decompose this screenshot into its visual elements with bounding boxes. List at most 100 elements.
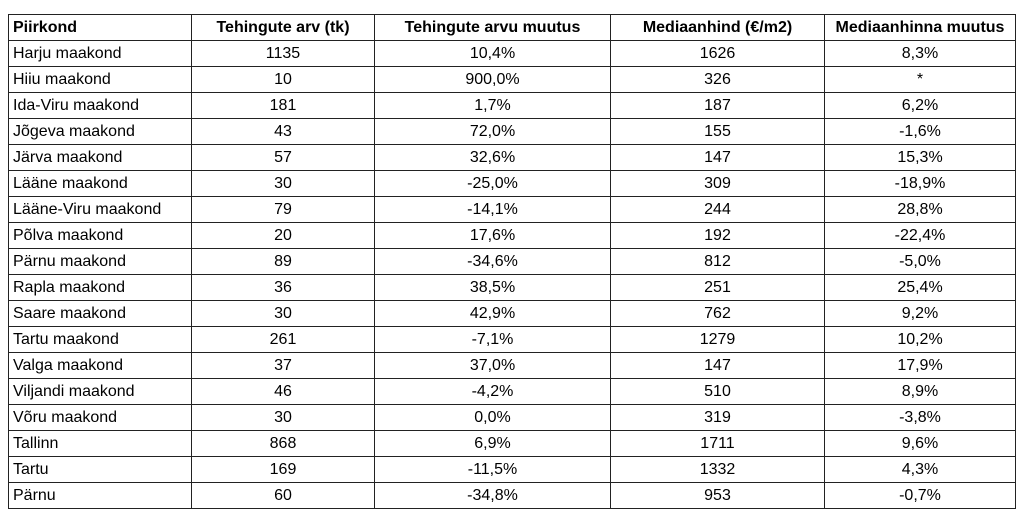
region-cell: Saare maakond [8,300,192,327]
median-price-change-cell: 8,3% [824,40,1016,67]
transaction-count-cell: 20 [191,222,375,249]
median-price-change-cell: 28,8% [824,196,1016,223]
table-row: Ida-Viru maakond 181 1,7% 187 6,2% [8,92,1016,119]
transaction-change-cell: 17,6% [374,222,611,249]
transaction-change-cell: -25,0% [374,170,611,197]
median-price-cell: 319 [610,404,825,431]
header-cell-region: Piirkond [8,14,192,41]
transaction-change-cell: 6,9% [374,430,611,457]
table-body: Harju maakond 1135 10,4% 1626 8,3% Hiiu maako… [8,40,1016,509]
transactions-table: Piirkond Tehingute arv (tk) Tehingute ar… [8,14,1016,509]
transaction-change-cell: 72,0% [374,118,611,145]
median-price-change-cell: -5,0% [824,248,1016,275]
table-row: Viljandi maakond 46 -4,2% 510 8,9% [8,378,1016,405]
transaction-change-cell: -4,2% [374,378,611,405]
table-row: Pärnu 60 -34,8% 953 -0,7% [8,482,1016,509]
median-price-cell: 187 [610,92,825,119]
transaction-change-cell: -34,6% [374,248,611,275]
transaction-count-cell: 169 [191,456,375,483]
median-price-change-cell: 9,6% [824,430,1016,457]
transaction-change-cell: -14,1% [374,196,611,223]
median-price-cell: 510 [610,378,825,405]
median-price-cell: 309 [610,170,825,197]
table-row: Jõgeva maakond 43 72,0% 155 -1,6% [8,118,1016,145]
median-price-change-cell: -0,7% [824,482,1016,509]
median-price-change-cell: 25,4% [824,274,1016,301]
transaction-count-cell: 181 [191,92,375,119]
median-price-cell: 1332 [610,456,825,483]
transaction-count-cell: 868 [191,430,375,457]
transaction-count-cell: 30 [191,300,375,327]
median-price-change-cell: 15,3% [824,144,1016,171]
transaction-count-cell: 79 [191,196,375,223]
table-row: Lääne maakond 30 -25,0% 309 -18,9% [8,170,1016,197]
region-cell: Lääne-Viru maakond [8,196,192,223]
table-row: Järva maakond 57 32,6% 147 15,3% [8,144,1016,171]
region-cell: Lääne maakond [8,170,192,197]
table-row: Tartu maakond 261 -7,1% 1279 10,2% [8,326,1016,353]
region-cell: Valga maakond [8,352,192,379]
region-cell: Hiiu maakond [8,66,192,93]
table-row: Pärnu maakond 89 -34,6% 812 -5,0% [8,248,1016,275]
transaction-change-cell: 10,4% [374,40,611,67]
transaction-change-cell: -7,1% [374,326,611,353]
transaction-count-cell: 261 [191,326,375,353]
median-price-change-cell: 8,9% [824,378,1016,405]
transaction-count-cell: 57 [191,144,375,171]
transaction-change-cell: -34,8% [374,482,611,509]
region-cell: Harju maakond [8,40,192,67]
median-price-change-cell: 4,3% [824,456,1016,483]
spreadsheet-table-container: Piirkond Tehingute arv (tk) Tehingute ar… [8,14,1016,509]
transaction-change-cell: 42,9% [374,300,611,327]
transaction-count-cell: 30 [191,170,375,197]
median-price-change-cell: 9,2% [824,300,1016,327]
median-price-change-cell: -18,9% [824,170,1016,197]
transaction-change-cell: 38,5% [374,274,611,301]
table-header: Piirkond Tehingute arv (tk) Tehingute ar… [8,14,1016,41]
median-price-cell: 326 [610,66,825,93]
transaction-change-cell: 900,0% [374,66,611,93]
header-row: Piirkond Tehingute arv (tk) Tehingute ar… [8,14,1016,41]
region-cell: Järva maakond [8,144,192,171]
transaction-count-cell: 10 [191,66,375,93]
median-price-change-cell: 10,2% [824,326,1016,353]
table-row: Harju maakond 1135 10,4% 1626 8,3% [8,40,1016,67]
transaction-change-cell: 37,0% [374,352,611,379]
transaction-count-cell: 60 [191,482,375,509]
table-row: Lääne-Viru maakond 79 -14,1% 244 28,8% [8,196,1016,223]
header-cell-transaction-change: Tehingute arvu muutus [374,14,611,41]
median-price-cell: 1711 [610,430,825,457]
transaction-count-cell: 43 [191,118,375,145]
median-price-change-cell: 17,9% [824,352,1016,379]
region-cell: Võru maakond [8,404,192,431]
table-row: Tartu 169 -11,5% 1332 4,3% [8,456,1016,483]
transaction-change-cell: 1,7% [374,92,611,119]
median-price-change-cell: 6,2% [824,92,1016,119]
transaction-count-cell: 46 [191,378,375,405]
table-row: Rapla maakond 36 38,5% 251 25,4% [8,274,1016,301]
region-cell: Ida-Viru maakond [8,92,192,119]
median-price-cell: 155 [610,118,825,145]
region-cell: Tartu maakond [8,326,192,353]
median-price-change-cell: -1,6% [824,118,1016,145]
region-cell: Tartu [8,456,192,483]
median-price-cell: 244 [610,196,825,223]
median-price-change-cell: -22,4% [824,222,1016,249]
transaction-change-cell: 32,6% [374,144,611,171]
header-cell-median-price-change: Mediaanhinna muutus [824,14,1016,41]
region-cell: Tallinn [8,430,192,457]
region-cell: Rapla maakond [8,274,192,301]
median-price-cell: 812 [610,248,825,275]
table-row: Hiiu maakond 10 900,0% 326 * [8,66,1016,93]
transaction-count-cell: 1135 [191,40,375,67]
region-cell: Jõgeva maakond [8,118,192,145]
median-price-cell: 251 [610,274,825,301]
region-cell: Viljandi maakond [8,378,192,405]
median-price-cell: 762 [610,300,825,327]
median-price-change-cell: * [824,66,1016,93]
transaction-count-cell: 30 [191,404,375,431]
median-price-cell: 1279 [610,326,825,353]
table-row: Tallinn 868 6,9% 1711 9,6% [8,430,1016,457]
transaction-count-cell: 36 [191,274,375,301]
median-price-cell: 1626 [610,40,825,67]
